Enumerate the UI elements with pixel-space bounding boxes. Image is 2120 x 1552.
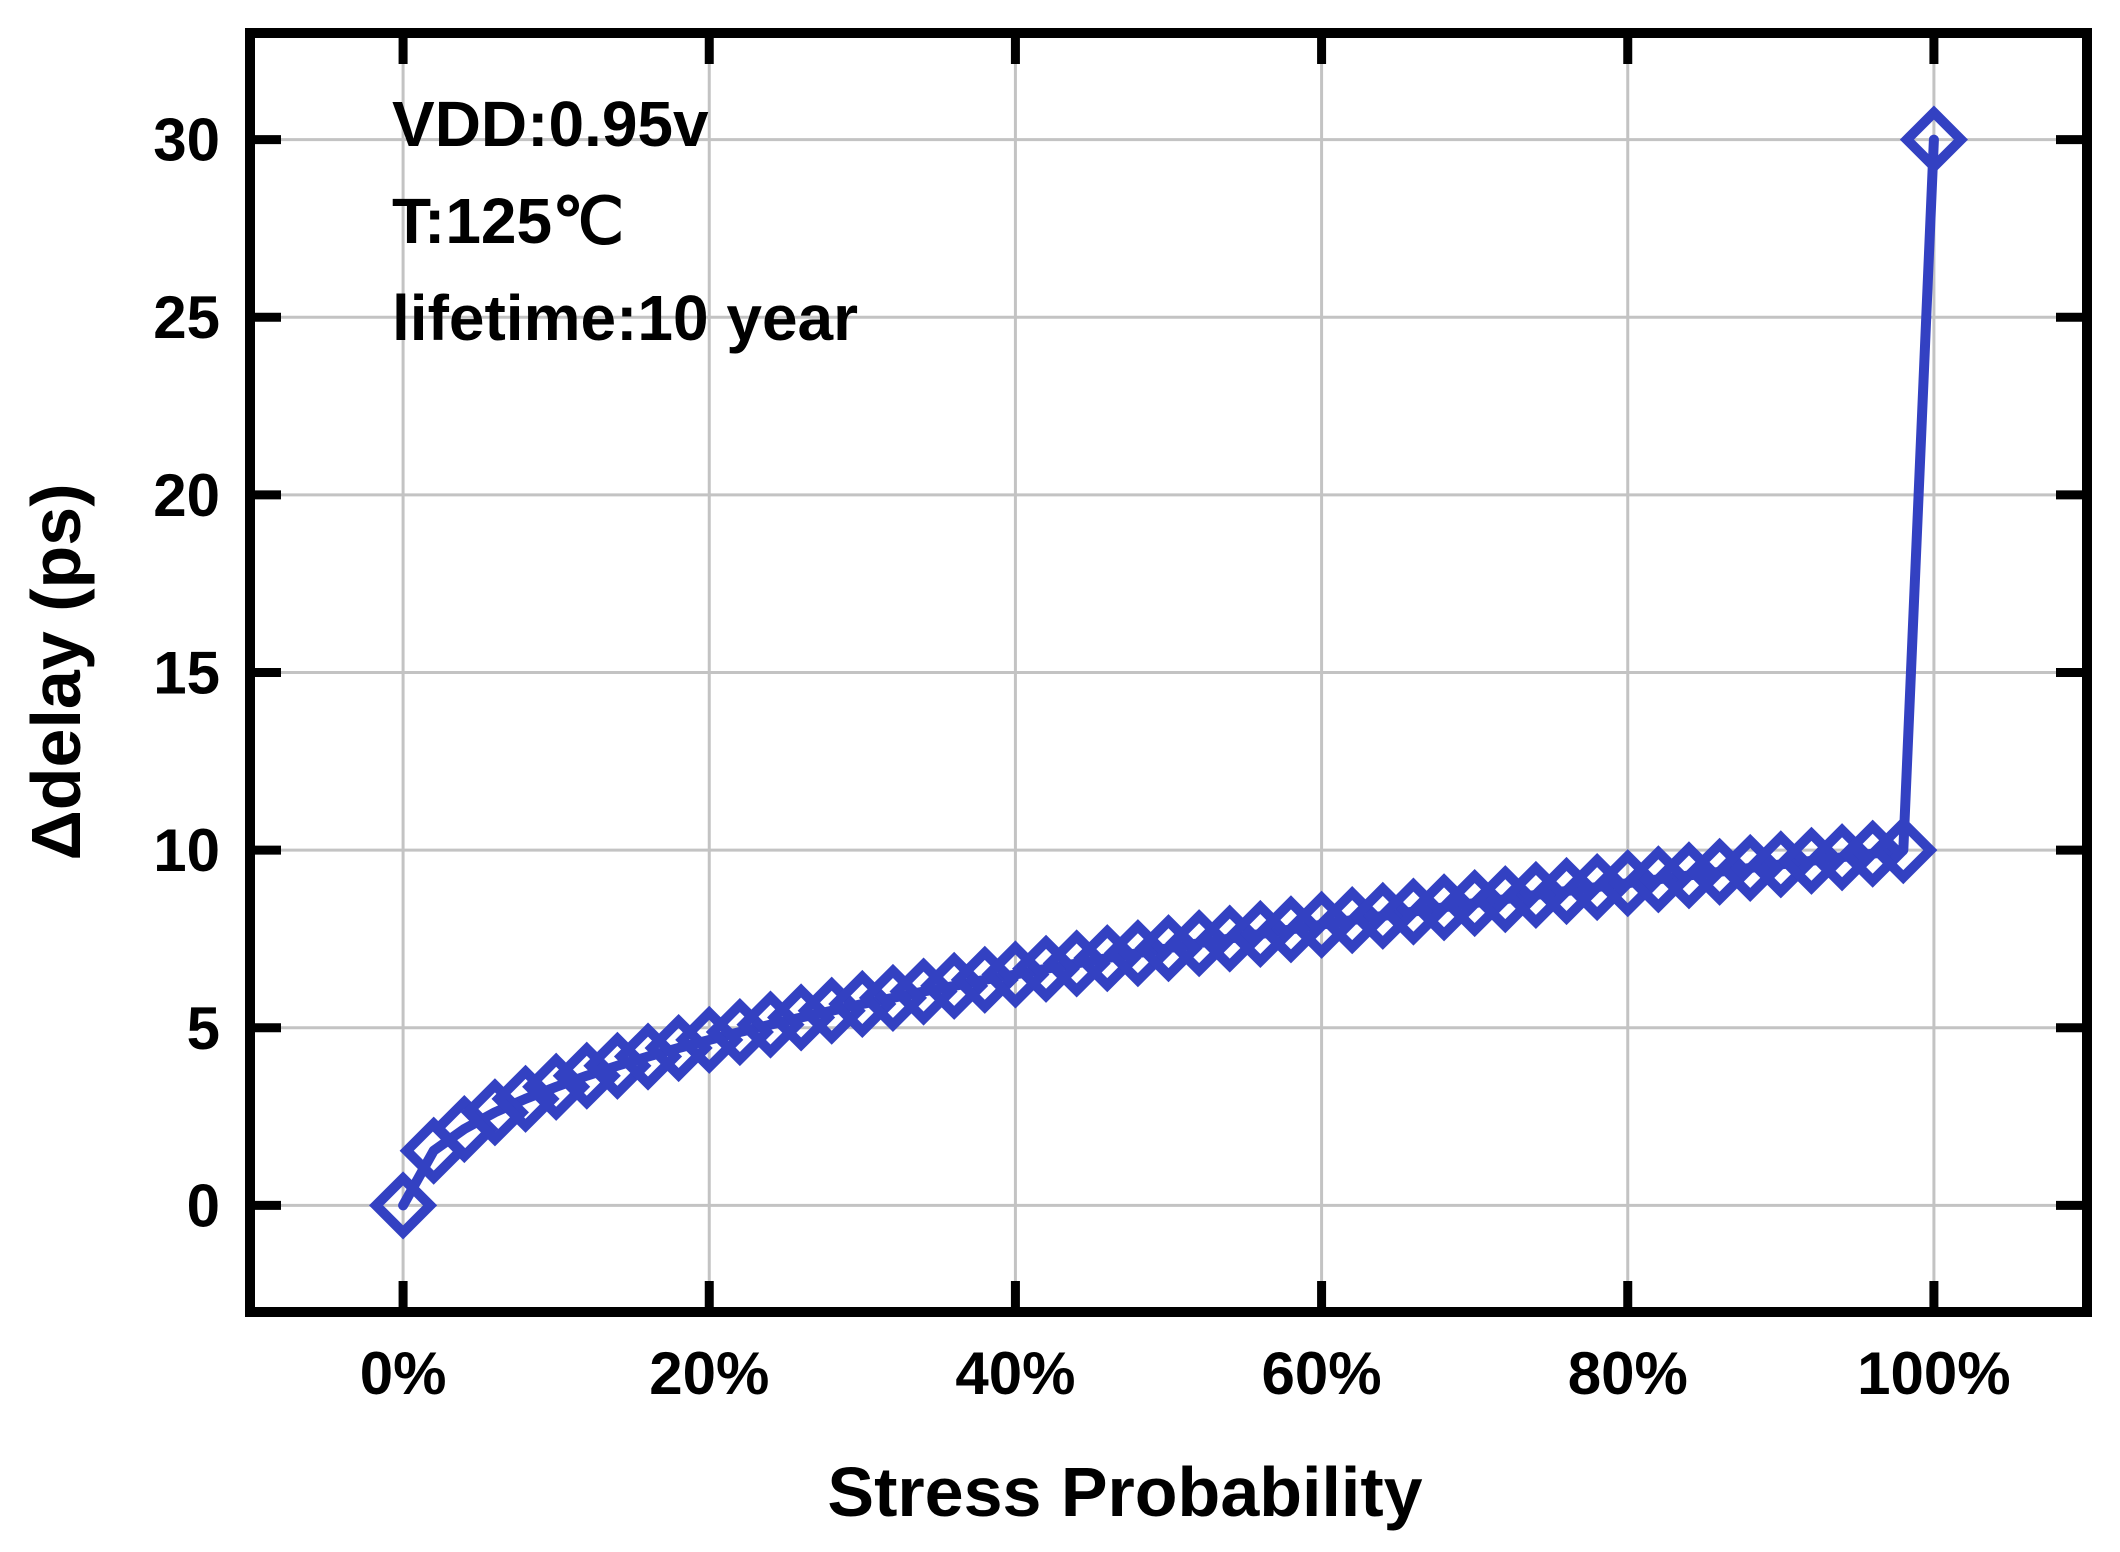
diamond-marker xyxy=(522,1052,591,1121)
diamond-marker xyxy=(889,957,958,1026)
x-tick-label: 20% xyxy=(649,1340,769,1407)
diamond-marker xyxy=(613,1022,683,1091)
diamond-marker xyxy=(1226,899,1295,969)
diamond-marker xyxy=(920,951,989,1020)
diamond-marker xyxy=(1777,826,1846,895)
diamond-marker xyxy=(1501,860,1570,929)
diamond-marker xyxy=(1685,837,1754,906)
diamond-marker xyxy=(1838,819,1907,888)
diamond-marker xyxy=(1379,877,1448,946)
diamond-marker xyxy=(369,1171,438,1240)
annotation-block: VDD:0.95v T:125℃ lifetime:10 year xyxy=(392,88,858,354)
diamond-marker xyxy=(583,1031,652,1100)
diamond-marker xyxy=(644,1013,713,1083)
diamond-marker xyxy=(1011,934,1081,1003)
diamond-marker xyxy=(1165,909,1234,978)
diamond-marker xyxy=(491,1064,560,1133)
x-tick-label: 60% xyxy=(1262,1340,1382,1407)
x-tick-label: 0% xyxy=(360,1340,447,1407)
diamond-marker xyxy=(1073,924,1142,993)
x-tick-label: 40% xyxy=(955,1340,1075,1407)
y-tick-label: 5 xyxy=(187,995,220,1062)
diamond-marker xyxy=(797,976,866,1045)
diamond-marker xyxy=(552,1041,621,1110)
diamond-marker xyxy=(1195,904,1264,973)
diamond-marker xyxy=(1654,841,1724,910)
diamond-marker xyxy=(1134,914,1203,983)
diamond-marker xyxy=(736,990,805,1059)
x-axis-title: Stress Probability xyxy=(827,1453,1422,1531)
diamond-marker xyxy=(675,1005,744,1074)
y-axis-title: Δdelay (ps) xyxy=(17,483,95,860)
x-tick-label: 100% xyxy=(1857,1340,2010,1407)
diamond-marker xyxy=(1471,865,1540,934)
diamond-marker xyxy=(858,963,928,1033)
diamond-marker xyxy=(981,940,1050,1009)
data-series-layer xyxy=(369,105,1968,1240)
y-tick-label: 20 xyxy=(153,462,220,529)
diamond-marker xyxy=(767,983,836,1052)
plot-frame xyxy=(245,28,2092,1317)
annotation-temperature: T:125℃ xyxy=(392,185,624,257)
y-tick-label: 0 xyxy=(187,1172,220,1239)
diamond-marker xyxy=(1746,830,1815,899)
diamond-marker xyxy=(1563,853,1632,922)
x-tick-label: 80% xyxy=(1568,1340,1688,1407)
axis-ticks xyxy=(255,38,2082,1307)
annotation-vdd: VDD:0.95v xyxy=(392,88,709,160)
diamond-marker xyxy=(1624,845,1693,914)
diamond-marker xyxy=(1807,823,1877,892)
diamond-marker xyxy=(1593,849,1662,918)
y-tick-label: 15 xyxy=(153,640,220,707)
diamond-marker xyxy=(460,1078,530,1147)
y-tick-label: 30 xyxy=(153,107,220,174)
diamond-marker xyxy=(1103,919,1172,988)
diamond-marker xyxy=(1042,929,1111,998)
diamond-marker xyxy=(1716,833,1785,902)
y-tick-label: 25 xyxy=(153,284,220,351)
diamond-marker xyxy=(1256,895,1326,964)
diamond-marker xyxy=(828,969,897,1039)
diamond-marker xyxy=(1869,816,1938,885)
diamond-marker xyxy=(1532,856,1601,926)
diamond-marker xyxy=(1899,105,1968,174)
diamond-marker xyxy=(705,997,774,1067)
diamond-marker xyxy=(1287,890,1356,959)
diamond-marker xyxy=(1348,881,1417,950)
diamond-marker xyxy=(950,945,1019,1014)
annotation-lifetime: lifetime:10 year xyxy=(392,282,858,354)
diamond-marker xyxy=(1409,873,1479,942)
diamond-marker xyxy=(1318,886,1387,955)
diamond-marker xyxy=(1440,869,1509,938)
y-tick-label: 10 xyxy=(153,817,220,884)
tick-labels: 0% 20% 40% 60% 80% 100% 0 5 10 15 20 25 30 xyxy=(153,107,2010,1407)
